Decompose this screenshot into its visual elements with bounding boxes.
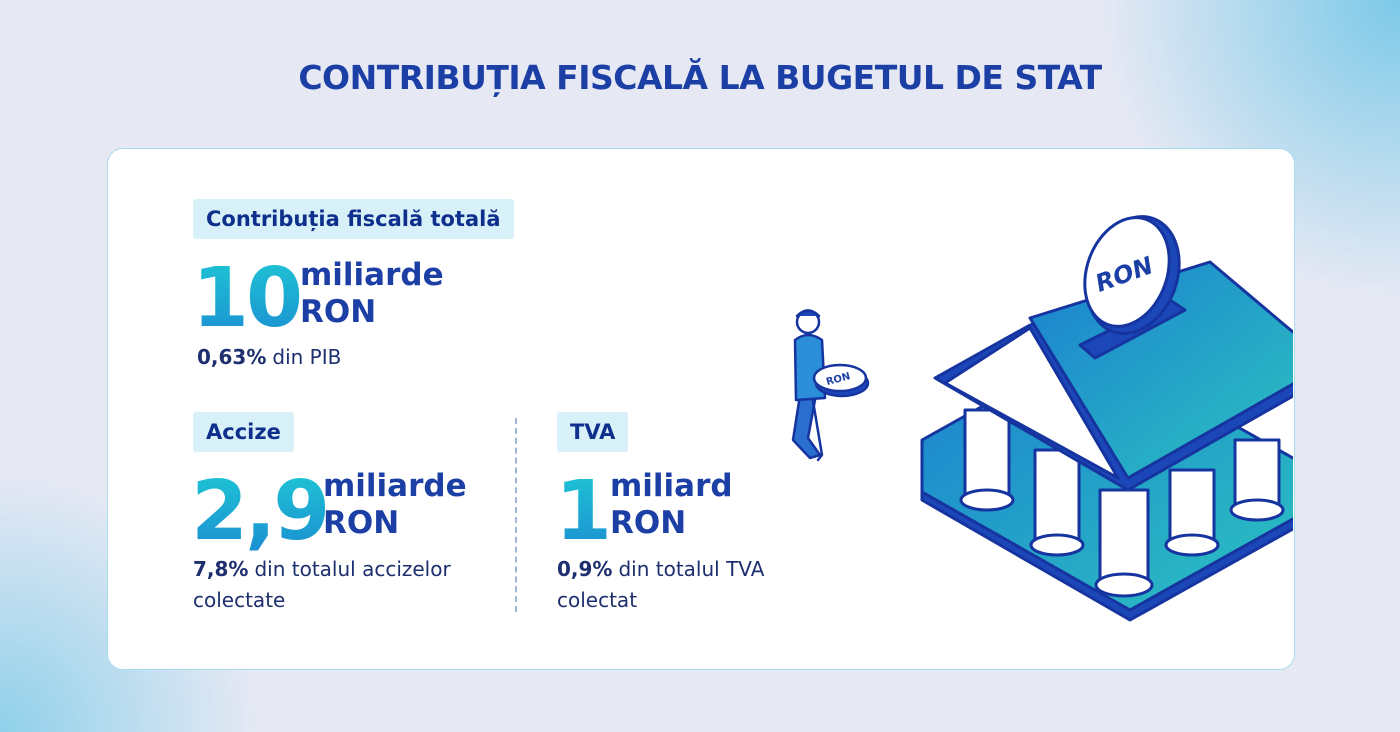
- total-label: Contribuția fiscală totală: [193, 199, 514, 239]
- tva-note: 0,9% din totalul TVA colectat: [557, 554, 807, 616]
- accize-note-value: 7,8%: [193, 557, 249, 581]
- total-note: 0,63% din PIB: [197, 342, 341, 373]
- tva-value: 1: [555, 464, 612, 559]
- bank-coin: [1083, 216, 1171, 328]
- tva-note-value: 0,9%: [557, 557, 613, 581]
- carried-coin: [812, 363, 868, 393]
- total-note-text: din PIB: [272, 345, 342, 369]
- total-unit: RON: [300, 294, 377, 330]
- accize-note: 7,8% din totalul accizelor colectate: [193, 554, 493, 616]
- tva-note-text: din totalul TVA colectat: [557, 557, 765, 612]
- total-unit: miliarde: [300, 257, 444, 293]
- divider: [515, 418, 517, 612]
- accize-unit: miliarde: [323, 468, 467, 504]
- tva-unit: miliard: [610, 468, 733, 504]
- total-value: 10: [192, 251, 303, 346]
- bank-pediment: [943, 326, 1120, 480]
- bank-columns: [959, 408, 1285, 598]
- total-note-value: 0,63%: [197, 345, 267, 369]
- person: [791, 309, 870, 462]
- accize-value: 2,9: [191, 464, 330, 559]
- tva-label: TVA: [557, 412, 629, 452]
- accize-unit: RON: [323, 505, 400, 541]
- accize-label: Accize: [193, 412, 294, 452]
- accize-note-text: din totalul accizelor colectate: [193, 557, 451, 612]
- page-title: CONTRIBUȚIA FISCALĂ LA BUGETUL DE STAT: [298, 58, 1102, 97]
- tva-unit: RON: [610, 505, 687, 541]
